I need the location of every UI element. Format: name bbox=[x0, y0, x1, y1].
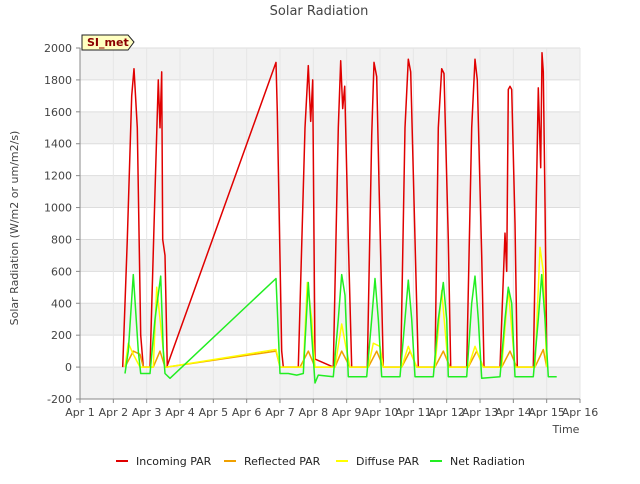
y-tick-label: -200 bbox=[47, 393, 72, 406]
x-tick-labels: Apr 1 Apr 2 Apr 3 Apr 4 Apr 5 Apr 6 Apr 7 Apr 8… bbox=[65, 399, 598, 419]
y-tick-label: 400 bbox=[51, 297, 72, 310]
x-tick-label: Apr 15 bbox=[528, 406, 565, 419]
y-tick-label: 1800 bbox=[44, 74, 72, 87]
legend-item: Incoming PAR bbox=[116, 455, 212, 468]
background-bands bbox=[80, 48, 580, 399]
x-tick-label: Apr 13 bbox=[462, 406, 499, 419]
background-band bbox=[80, 111, 580, 144]
x-tick-label: Apr 6 bbox=[232, 406, 262, 419]
x-tick-label: Apr 14 bbox=[495, 406, 532, 419]
legend-label: Diffuse PAR bbox=[356, 455, 420, 468]
x-tick-label: Apr 4 bbox=[165, 406, 195, 419]
x-tick-label: Apr 16 bbox=[562, 406, 599, 419]
legend-item: Diffuse PAR bbox=[336, 455, 420, 468]
x-tick-label: Apr 2 bbox=[99, 406, 129, 419]
legend-item: Reflected PAR bbox=[224, 455, 321, 468]
series-group bbox=[121, 52, 557, 384]
background-band bbox=[80, 303, 580, 336]
y-tick-label: 0 bbox=[65, 361, 72, 374]
background-band bbox=[80, 48, 580, 80]
legend: Incoming PAR Reflected PAR Diffuse PAR Net … bbox=[116, 455, 525, 468]
y-tick-label: 1600 bbox=[44, 106, 72, 119]
x-tick-label: Apr 5 bbox=[199, 406, 229, 419]
series-line-incoming-par bbox=[121, 52, 548, 368]
y-tick-label: 200 bbox=[51, 329, 72, 342]
series-line-net-radiation bbox=[124, 273, 557, 384]
y-tick-label: 2000 bbox=[44, 42, 72, 55]
y-tick-label: 1000 bbox=[44, 202, 72, 215]
y-tick-label: 600 bbox=[51, 265, 72, 278]
axes-group bbox=[79, 48, 580, 400]
legend-label: Net Radiation bbox=[450, 455, 525, 468]
x-tick-label: Apr 8 bbox=[299, 406, 329, 419]
site-badge-label: SI_met bbox=[87, 36, 129, 49]
legend-item: Net Radiation bbox=[430, 455, 525, 468]
x-tick-label: Apr 3 bbox=[132, 406, 162, 419]
y-axis-label: Solar Radiation (W/m2 or um/m2/s) bbox=[8, 131, 21, 326]
y-tick-label: 1200 bbox=[44, 170, 72, 183]
legend-label: Reflected PAR bbox=[244, 455, 321, 468]
x-tick-label: Apr 12 bbox=[428, 406, 465, 419]
site-badge-box bbox=[81, 34, 135, 51]
y-tick-label: 800 bbox=[51, 233, 72, 246]
x-tick-label: Apr 7 bbox=[265, 406, 295, 419]
background-band bbox=[80, 175, 580, 208]
chart-title: Solar Radiation bbox=[270, 4, 369, 19]
x-tick-label: Apr 10 bbox=[362, 406, 399, 419]
y-tick-labels: -200 0 200 400 600 800 1000 1200 1400 1600 1800 200… bbox=[44, 42, 80, 406]
x-axis-label: Time bbox=[552, 423, 580, 436]
site-badge: SI_met bbox=[81, 34, 135, 51]
x-tick-label: Apr 9 bbox=[332, 406, 362, 419]
background-band bbox=[80, 367, 580, 399]
x-tick-label: Apr 1 bbox=[65, 406, 95, 419]
legend-label: Incoming PAR bbox=[136, 455, 212, 468]
x-tick-label: Apr 11 bbox=[395, 406, 432, 419]
y-tick-label: 1400 bbox=[44, 138, 72, 151]
